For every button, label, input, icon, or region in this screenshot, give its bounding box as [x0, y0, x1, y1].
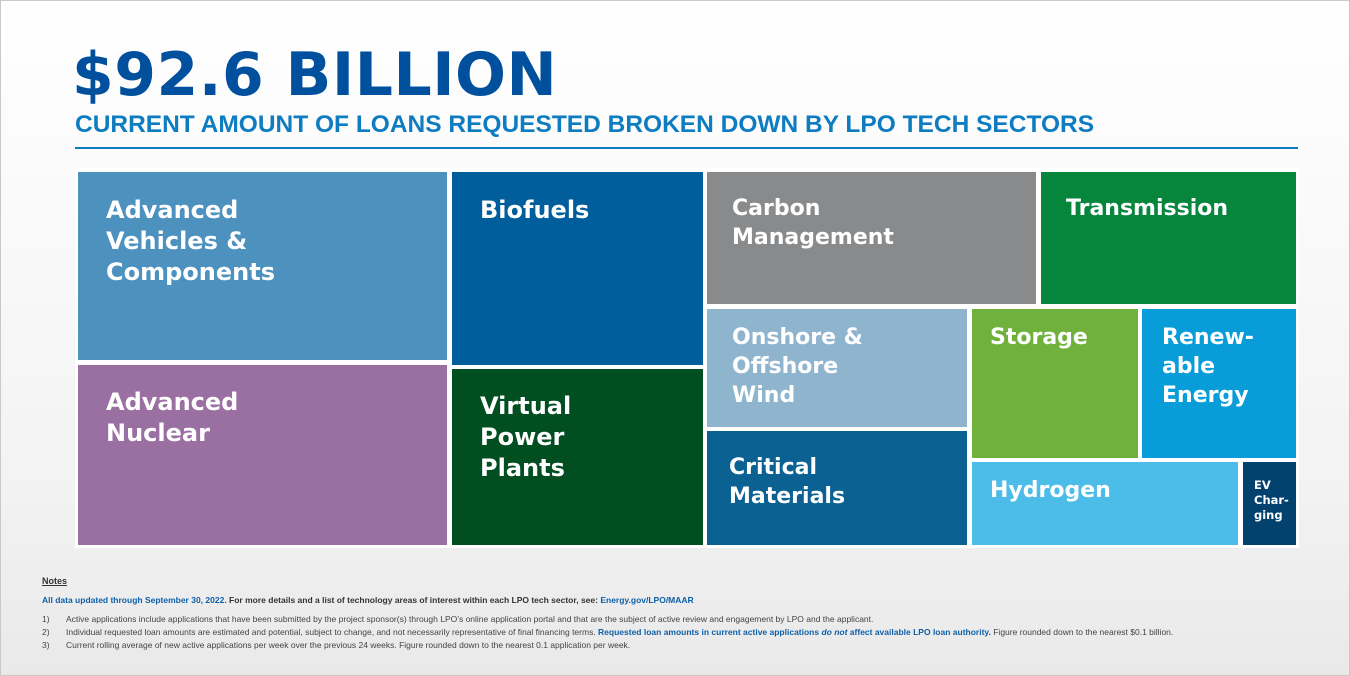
treemap-tile-adv-vehicles: Advanced Vehicles & Components — [78, 172, 447, 360]
notes-updated-date: All data updated through September 30, 2… — [42, 595, 227, 605]
tile-label-biofuels: Biofuels — [480, 196, 590, 224]
title-divider — [75, 147, 1298, 149]
page-title: $92.6 BILLION — [72, 40, 558, 110]
notes-maar-link[interactable]: Energy.gov/LPO/MAAR — [600, 595, 694, 605]
note-text-part: Figure rounded down to the nearest $0.1 … — [990, 627, 1174, 637]
treemap-tile-ev-charging: EV Char- ging — [1243, 462, 1296, 545]
treemap-tile-critical: Critical Materials — [707, 431, 967, 545]
tile-label-transmission: Transmission — [1066, 196, 1229, 221]
tile-label-wind: Onshore & Offshore Wind — [732, 325, 863, 408]
notes-updated-line: All data updated through September 30, 2… — [42, 594, 1332, 607]
treemap-tile-adv-nuclear: Advanced Nuclear — [78, 365, 447, 545]
treemap-tile-transmission: Transmission — [1041, 172, 1296, 304]
note-number: 2) — [42, 627, 50, 637]
treemap-tile-wind: Onshore & Offshore Wind — [707, 309, 967, 427]
tile-label-critical: Critical Materials — [729, 455, 846, 509]
note-emphasis: Requested loan amounts in current active… — [598, 627, 822, 637]
note-text: Individual requested loan amounts are es… — [66, 626, 1173, 639]
page-subtitle: CURRENT AMOUNT OF LOANS REQUESTED BROKEN… — [75, 111, 1095, 138]
note-item-3: 3) Current rolling average of new active… — [42, 639, 1332, 652]
treemap-tile-vpp: Virtual Power Plants — [452, 369, 703, 545]
notes-updated-text: For more details and a list of technolog… — [226, 595, 601, 605]
note-emphasis-italic: do not — [821, 627, 848, 637]
note-number: 1) — [42, 614, 50, 624]
treemap-tile-storage: Storage — [972, 309, 1138, 458]
tile-label-renewable: Renew- able Energy — [1162, 325, 1254, 408]
note-item-1: 1) Active applications include applicati… — [42, 613, 1332, 626]
note-text: Current rolling average of new active ap… — [66, 640, 631, 650]
tile-label-hydrogen: Hydrogen — [990, 478, 1111, 503]
tile-label-ev-charging: EV Char- ging — [1254, 478, 1289, 522]
tile-label-carbon: Carbon Management — [732, 196, 894, 250]
note-text: Active applications include applications… — [66, 614, 874, 624]
notes-section: Notes All data updated through September… — [42, 576, 1332, 652]
tile-label-adv-vehicles: Advanced Vehicles & Components — [106, 196, 275, 286]
note-emphasis: affect available LPO loan authority. — [847, 627, 991, 637]
note-text-part: Individual requested loan amounts are es… — [66, 627, 599, 637]
treemap-tile-hydrogen: Hydrogen — [972, 462, 1238, 545]
tile-label-storage: Storage — [990, 325, 1088, 350]
treemap-tile-biofuels: Biofuels — [452, 172, 703, 365]
notes-heading: Notes — [42, 576, 68, 586]
note-number: 3) — [42, 640, 50, 650]
note-item-2: 2) Individual requested loan amounts are… — [42, 626, 1332, 639]
tile-label-adv-nuclear: Advanced Nuclear — [106, 388, 239, 447]
treemap-tile-carbon: Carbon Management — [707, 172, 1036, 304]
treemap-chart: Advanced Vehicles & Components Advanced N… — [75, 168, 1299, 548]
tile-label-vpp: Virtual Power Plants — [480, 392, 572, 482]
treemap-tile-renewable: Renew- able Energy — [1142, 309, 1296, 458]
